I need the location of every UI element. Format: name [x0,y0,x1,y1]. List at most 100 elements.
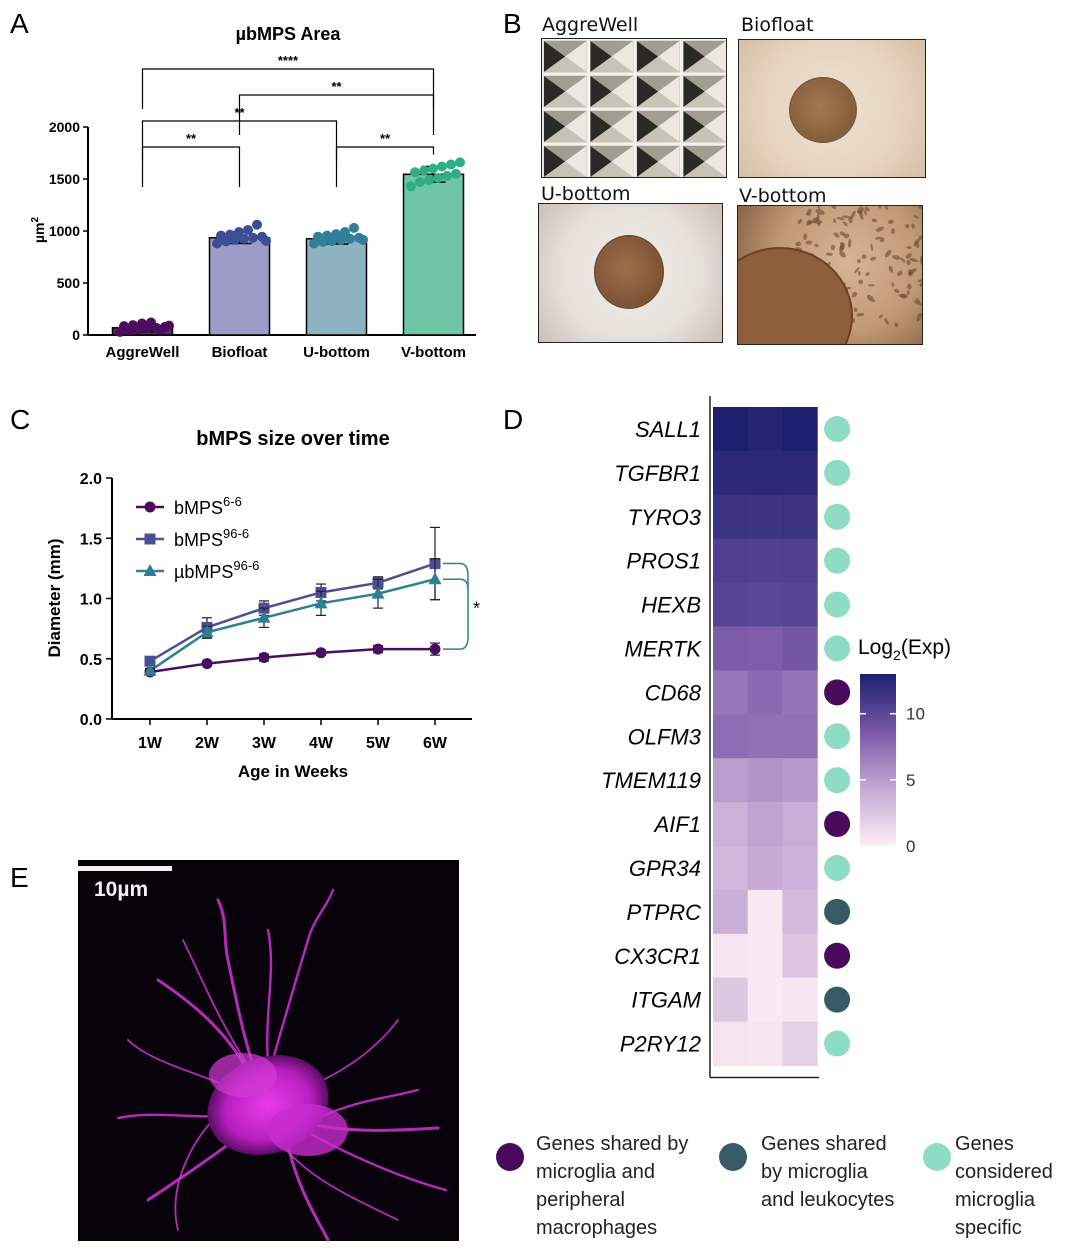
cell-debris [833,218,837,224]
data-point [415,177,425,188]
data-point [201,658,213,670]
series-lines [143,526,442,678]
heatmap-cell [782,538,818,584]
colorbar-gradient [860,674,896,846]
data-point [216,230,226,241]
microwell-facet [565,76,587,107]
cell-debris [866,294,875,303]
cell-debris [913,215,919,219]
significance-label: * [473,598,480,618]
data-point [144,655,156,667]
data-point [358,234,368,245]
scale-bar-label: 10µm [94,878,149,901]
gene-label: CX3CR1 [614,944,701,969]
data-point [143,663,157,676]
microwell-shadow [683,146,705,177]
x-axis-label: Age in Weeks [238,762,348,781]
microwell-facet [590,76,633,92]
y-tick-label: 2.0 [80,471,102,488]
svg-text:µm2: µm2 [30,217,47,244]
data-point [143,564,157,576]
heatmap-cell [747,494,783,540]
data-point [315,647,327,659]
significance-bracket [335,146,435,187]
heatmap-cell [782,846,818,891]
bar [402,173,465,336]
cell-debris [891,281,895,287]
cell-debris [795,241,802,247]
significance-label: ** [380,131,391,146]
cell-debris [856,313,865,317]
microwell-facet [590,161,633,177]
data-point [234,227,244,238]
cell-debris [839,251,846,258]
data-points [115,157,465,337]
legend-line: peripheral [536,1189,625,1211]
category-dot [824,723,851,750]
colorbar: Log2(Exp) 0 5 10 [858,636,951,856]
data-point [406,181,416,192]
data-point [433,172,443,183]
data-point [313,231,323,242]
cell-debris [905,253,912,259]
aggrewell-image [541,38,727,178]
panel-letter-e: E [10,862,29,893]
cell-debris [884,317,889,325]
label-biofloat: Biofloat [741,14,814,36]
cell-debris [913,238,920,247]
legend-label: µbMPS96-6 [174,558,259,582]
data-point [428,572,442,585]
heatmap-cell [713,846,749,891]
data-point [200,625,214,638]
cell-debris [805,212,811,216]
microwell-facet [565,146,587,177]
heatmap-cell [782,494,818,540]
microwell-facet [704,76,726,107]
cell-debris [860,207,865,214]
heatmap-cell [747,670,783,715]
gene-label: PTPRC [626,900,701,925]
heatmap-cell [713,933,749,979]
cell-debris [897,270,903,276]
cell-debris [898,293,907,298]
gene-label: AIF1 [653,812,701,837]
significance-bracket [238,94,435,135]
heatmap-cells [713,407,818,1067]
microwell-shadow [637,76,659,107]
cell-debris [797,219,803,225]
microwell-facet [590,146,633,162]
legend-label-specific: Genes considered microglia specific [955,1130,1053,1242]
microwell-facet [683,111,726,127]
bar [208,237,271,336]
microwell-facet [544,111,587,127]
heatmap-cell [782,889,818,935]
panel-letter-b: B [503,8,522,39]
chart-title: bMPS size over time [196,428,389,450]
microwell-facet [683,126,726,142]
gene-label: MERTK [624,636,702,661]
panel-letter-a: A [10,8,29,39]
gene-expression-heatmap: SALL1 TGFBR1 TYRO3 PROS1 HEXB MERTK CD68 OLFM3 T… [601,396,951,1079]
cell-debris [919,282,922,288]
cell-debris [892,255,901,260]
legend-line: microglia [955,1189,1036,1211]
microwell-facet [704,41,726,72]
legend-line: specific [955,1217,1022,1239]
data-point [257,610,271,623]
cell-debris [911,223,915,229]
microwell-facet [683,56,726,72]
microwell-shadow [590,146,612,177]
cell-debris [884,249,892,258]
gene-label: SALL1 [635,417,701,442]
cell-debris [856,259,861,263]
legend-line: by microglia [761,1161,868,1183]
cell-debris [830,206,836,210]
data-point [128,320,138,331]
size-over-time-line-chart: bMPS size over time Diameter (mm) Age in… [45,428,480,781]
data-point [419,165,429,176]
colorbar-title: Log2(Exp) [858,636,951,663]
legend: bMPS6-6 bMPS96-6 µbMPS96-6 [136,494,259,582]
label-v-bottom: V-bottom [739,185,827,207]
microwell-facet [544,146,587,162]
legend-dot-specific [923,1143,951,1171]
